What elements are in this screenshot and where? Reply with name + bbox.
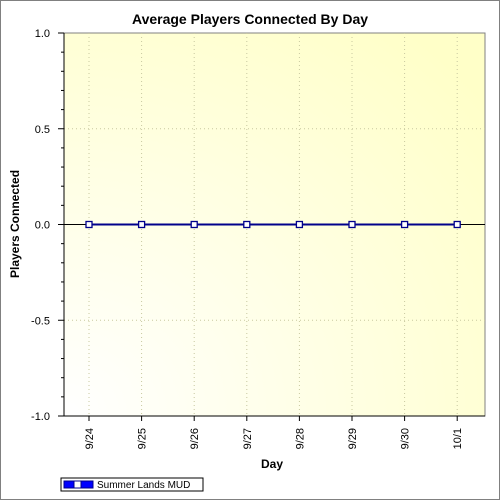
- data-point: [190, 220, 198, 229]
- data-point: [453, 220, 461, 229]
- x-tick-label: 9/24: [84, 428, 96, 449]
- data-point: [243, 220, 251, 229]
- legend-box: [60, 477, 204, 492]
- x-tick-label: 9/25: [137, 428, 149, 449]
- x-tick-label: 9/27: [242, 428, 254, 449]
- x-tick-label: 9/29: [347, 428, 359, 449]
- x-tick-label: 10/1: [452, 428, 464, 449]
- series-layer: [85, 220, 461, 229]
- y-tick-label: 0.5: [35, 124, 50, 136]
- data-point: [348, 220, 356, 229]
- data-point: [137, 220, 146, 229]
- y-tick-label: 1.0: [35, 28, 50, 40]
- chart-title: Average Players Connected By Day: [132, 11, 368, 27]
- x-tick-labels: 9/24 9/25 9/26 9/27 9/28 9/29 9/30 10/1: [84, 428, 464, 449]
- x-axis-label: Day: [261, 457, 283, 471]
- legend-marker-icon: [73, 480, 82, 489]
- legend-label: Summer Lands MUD: [97, 480, 190, 491]
- data-point: [295, 220, 304, 229]
- x-tick-label: 9/26: [189, 428, 201, 449]
- y-tick-labels: 1.0 0.5 0.0 -0.5 -1.0: [31, 28, 50, 423]
- data-point: [85, 220, 93, 229]
- x-tick-label: 9/28: [294, 428, 306, 449]
- legend: Summer Lands MUD: [60, 477, 204, 492]
- y-tick-label: -0.5: [31, 315, 50, 327]
- y-tick-label: -1.0: [31, 411, 50, 423]
- x-tick-label: 9/30: [400, 428, 412, 449]
- data-point: [400, 220, 409, 229]
- y-tick-label: 0.0: [35, 220, 50, 232]
- y-axis-label: Players Connected: [8, 170, 22, 278]
